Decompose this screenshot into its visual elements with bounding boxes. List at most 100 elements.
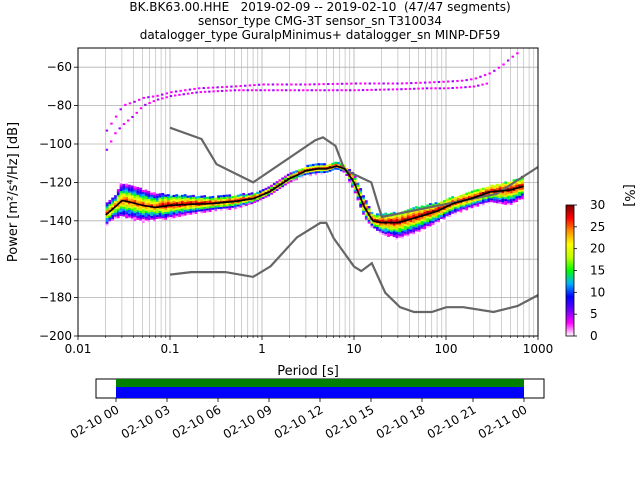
psd-cell [337, 162, 340, 165]
title-line-3: datalogger_type GuralpMinimus+ datalogge… [139, 28, 501, 42]
psd-cell [334, 167, 338, 170]
psd-cell [337, 163, 340, 167]
psd-cell [161, 192, 165, 196]
psd-cell [167, 197, 170, 201]
y-tick-label: −200 [39, 329, 72, 343]
psd-cell [331, 170, 335, 173]
psd-cell [155, 207, 159, 210]
psd-cell [136, 204, 140, 207]
psd-cell [169, 207, 173, 210]
psd-cell [462, 209, 466, 212]
psd-cell [122, 204, 126, 207]
psd-cell [161, 206, 165, 209]
psd-cell [392, 236, 396, 239]
psd-cell [147, 202, 151, 205]
psd-cell [172, 210, 176, 213]
psd-cell [490, 184, 494, 187]
psd-cell [451, 209, 455, 212]
psd-cell [518, 189, 521, 193]
psd-cell [211, 209, 215, 212]
psd-cell [178, 195, 181, 198]
psd-cell [111, 218, 115, 221]
psd-cell [139, 199, 142, 202]
psd-cell [423, 221, 427, 224]
psd-cell [395, 235, 399, 239]
psd-cell [512, 179, 516, 182]
psd-cell [412, 232, 416, 235]
psd-cell [389, 231, 393, 235]
psd-cell [401, 232, 404, 235]
psd-cell [406, 209, 410, 212]
psd-cell [493, 196, 496, 199]
psd-cell [359, 193, 363, 197]
psd-cell [384, 231, 388, 235]
outlier-cell [488, 72, 491, 75]
psd-cell [114, 197, 117, 200]
outlier-cell [327, 83, 330, 86]
psd-cell [328, 171, 332, 174]
psd-cell [133, 214, 137, 218]
psd-cell [197, 201, 201, 204]
psd-cell [367, 217, 371, 220]
psd-cell [206, 198, 209, 201]
psd-cell [420, 224, 424, 227]
psd-cell [300, 170, 304, 173]
psd-cell [498, 197, 502, 200]
psd-cell [504, 196, 508, 200]
outlier-trace-lower [105, 82, 489, 151]
psd-cell [192, 208, 195, 211]
psd-cell [122, 187, 126, 190]
psd-cell [403, 218, 407, 221]
psd-cell [239, 197, 243, 200]
psd-cell [136, 215, 140, 218]
psd-cell [448, 205, 452, 208]
psd-cell [108, 199, 112, 203]
psd-cell [518, 182, 521, 185]
psd-cell [487, 203, 491, 206]
psd-cell [465, 206, 469, 209]
y-tick-label: −60 [47, 60, 72, 74]
outlier-cell [186, 92, 190, 95]
psd-cell [258, 190, 262, 193]
psd-cell [192, 212, 195, 215]
psd-cell [172, 206, 176, 209]
psd-cell [225, 194, 229, 197]
psd-cell [122, 200, 126, 204]
psd-cell [228, 207, 232, 211]
psd-cell [415, 221, 418, 224]
psd-cell [292, 179, 296, 182]
outlier-cell [207, 86, 210, 89]
psd-cell [147, 217, 151, 221]
outlier-cell [349, 89, 352, 92]
psd-cell [415, 229, 418, 232]
psd-cell [426, 221, 429, 225]
psd-cell [448, 214, 452, 217]
outlier-cell [304, 83, 307, 86]
psd-cell [415, 206, 418, 209]
psd-cell [122, 179, 126, 182]
psd-cell [119, 190, 123, 193]
psd-cell [417, 214, 421, 217]
psd-cell [125, 189, 128, 192]
psd-cell [417, 216, 421, 219]
psd-cell [150, 211, 154, 215]
psd-cell [306, 166, 310, 169]
psd-cell [194, 200, 198, 203]
psd-cell [412, 218, 416, 221]
psd-cell [415, 227, 418, 230]
outlier-cell [276, 89, 279, 92]
psd-cell [373, 216, 377, 219]
psd-cell [350, 173, 354, 177]
psd-cell [325, 172, 329, 175]
psd-cell [183, 205, 187, 208]
psd-cell [169, 214, 173, 217]
psd-cell [428, 220, 432, 223]
psd-cell [253, 198, 257, 202]
outlier-cell [188, 88, 192, 91]
psd-cell [164, 198, 168, 201]
psd-cell [153, 203, 156, 206]
psd-cell [406, 215, 410, 218]
psd-cell [245, 194, 248, 197]
psd-cell [417, 228, 421, 231]
psd-cell [507, 197, 510, 200]
